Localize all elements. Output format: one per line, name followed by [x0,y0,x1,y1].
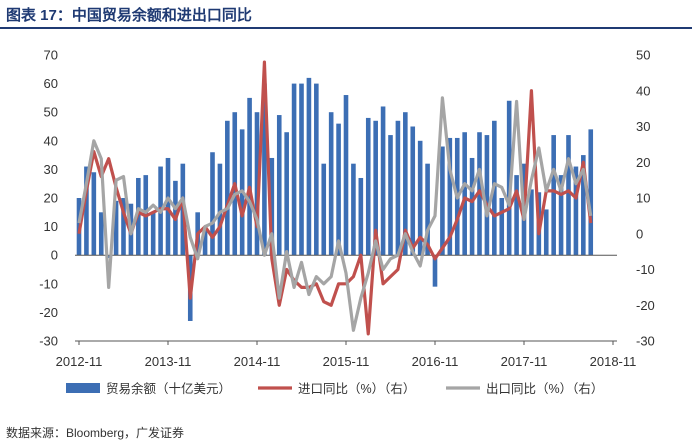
trade-balance-bar [403,112,408,256]
right-tick-label: 20 [636,155,650,170]
x-tick-label: 2012-11 [56,354,103,369]
trade-balance-bar [106,255,111,259]
trade-balance-bar [484,135,490,256]
trade-balance-bar [336,123,341,256]
trade-balance-bar [247,97,252,256]
trade-balance-bar [425,163,430,256]
trade-balance-bar [84,166,89,256]
right-tick-label: 50 [636,48,650,63]
trade-balance-bar [284,132,289,256]
left-tick-label: 50 [44,105,58,120]
trade-balance-bar [150,212,156,256]
trade-balance-bar [573,166,579,256]
left-tick-label: -10 [39,276,58,291]
export-yoy-line [77,96,593,332]
left-tick-label: 40 [44,133,58,148]
x-tick-label: 2018-11 [590,354,637,369]
left-tick-label: -20 [39,305,58,320]
trade-balance-bar [113,200,119,256]
trade-balance-bar [558,175,564,256]
import-yoy-line [77,60,593,336]
x-tick-label: 2013-11 [145,354,192,369]
left-tick-label: 10 [44,219,58,234]
trade-balance-bar [269,157,275,256]
trade-balance-bar [343,95,349,256]
left-tick-label: 60 [44,76,58,91]
right-tick-label: 30 [636,119,650,134]
right-tick-label: 40 [636,83,650,98]
right-tick-label: -30 [636,334,655,349]
right-axis-ticks: -30 -20 -10 0 10 20 30 40 50 [636,48,655,349]
legend-label-import: 进口同比（%）（右） [298,381,415,396]
trade-balance-bar [380,106,386,256]
trade-balance-bar [440,146,445,256]
trade-balance-bar [217,163,223,256]
x-tick-label: 2014-11 [234,354,281,369]
trade-balance-bar [543,209,549,256]
x-tick-label: 2015-11 [323,354,370,369]
source-note: 数据来源：Bloomberg，广发证券 [6,426,185,440]
trade-balance-bar [291,83,297,256]
left-tick-label: 70 [44,48,58,63]
trade-balance-bar [98,212,104,256]
trade-balance-bar [210,152,215,256]
trade-balance-bar [91,172,97,256]
trade-balance-bar [328,112,334,256]
trade-balance-bar [506,100,512,256]
trade-balance-bar [351,163,356,256]
trade-balance-bar [202,229,208,256]
legend-swatch-trade-balance [66,383,100,393]
x-tick-label: 2016-11 [412,354,459,369]
right-tick-label: -20 [636,298,655,313]
right-tick-label: 0 [636,226,643,241]
trade-balance-bar [358,177,364,256]
x-tick-label: 2017-11 [501,354,548,369]
trade-balance-bar [588,129,594,256]
trade-balance-bar [551,135,556,256]
trade-balance-bar [373,120,378,256]
trade-balance-bar [121,198,126,256]
trade-balance-bar [299,83,304,256]
trade-balance-bar [462,132,467,256]
right-tick-label: 10 [636,191,650,206]
legend-label-export: 出口同比（%）（右） [486,381,603,396]
chart-legend: 贸易余额（十亿美元） 进口同比（%）（右） 出口同比（%）（右） [66,381,603,396]
trade-balance-bar [395,120,401,256]
trade-balance-bar [417,140,423,256]
trade-balance-bar [447,137,453,256]
trade-balance-bar [410,126,416,256]
left-tick-label: -30 [39,334,58,349]
trade-balance-bar [306,77,312,256]
left-tick-label: 0 [51,248,58,263]
trade-balance-bar [581,155,586,256]
trade-balance-bar [321,163,327,256]
trade-balance-bar [165,157,171,256]
left-axis-ticks: -30 -20 -10 0 10 20 30 40 50 60 70 [39,48,58,349]
trade-balance-bar [314,83,319,256]
left-tick-label: 20 [44,191,58,206]
trade-balance-bar [225,120,230,256]
left-tick-label: 30 [44,162,58,177]
trade-balance-bar [529,189,534,256]
chart-title: 图表 17：中国贸易余额和进出口同比 [6,7,252,24]
x-axis-ticks: 2012-11 2013-11 2014-11 2015-11 2016-11 2017-… [56,341,637,369]
trade-chart: -30 -20 -10 0 10 20 30 40 50 60 70 -30 -20 -10 0 10 20 3… [39,48,655,397]
trade-balance-bar [254,112,260,256]
trade-balance-bar [262,83,267,256]
trade-balance-bar [499,198,505,256]
trade-balance-bar [566,135,571,256]
trade-balance-bar [514,175,519,256]
right-tick-label: -10 [636,262,655,277]
trade-balance-bar [469,157,475,256]
title-underline [0,27,692,29]
trade-balance-bar [365,117,371,256]
trade-balance-bar [432,255,438,287]
trade-balance-bar [388,135,393,256]
legend-label-trade-balance: 贸易余额（十亿美元） [106,381,231,396]
trade-balance-bar [276,115,282,256]
